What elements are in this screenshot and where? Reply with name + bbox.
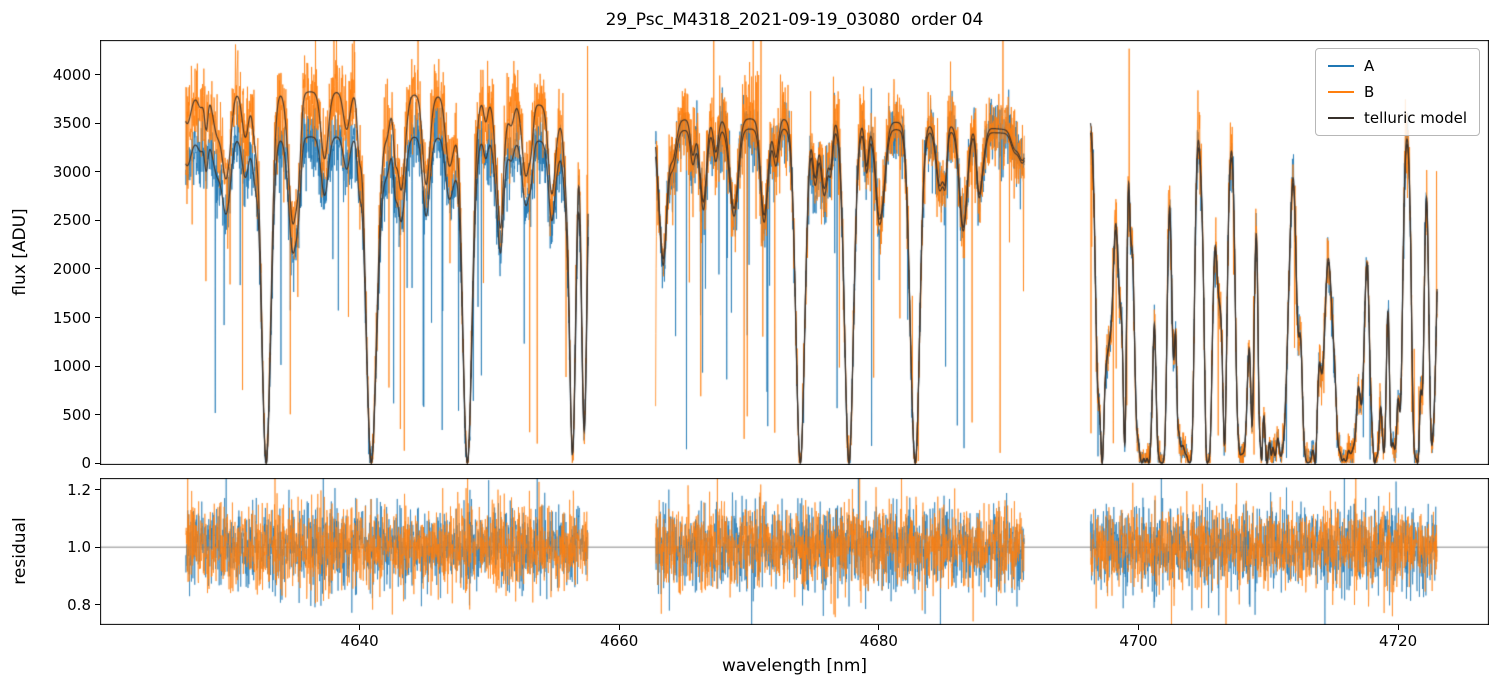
- residual-plot-canvas: [100, 478, 1489, 625]
- legend: A B telluric model: [1314, 48, 1480, 136]
- flux-y-axis-label: flux [ADU]: [10, 208, 30, 296]
- legend-item-a: A: [1327, 57, 1467, 75]
- flux-y-tick-label: 0: [81, 454, 91, 473]
- residual-y-tick-label: 1.0: [67, 538, 91, 557]
- x-tick-label: 4640: [340, 632, 379, 650]
- residual-y-tick-label: 0.8: [67, 595, 91, 614]
- flux-y-tick-label: 2000: [52, 259, 91, 278]
- legend-label-telluric-model: telluric model: [1363, 109, 1467, 127]
- flux-plot-canvas: [100, 40, 1489, 465]
- flux-y-tick-label: 1000: [52, 357, 91, 376]
- legend-swatch-b-line: [1327, 91, 1354, 93]
- x-tick-mark: [618, 625, 620, 630]
- x-tick-mark: [1397, 625, 1399, 630]
- legend-label-a: A: [1363, 57, 1375, 75]
- flux-y-tick-label: 500: [62, 405, 91, 424]
- x-tick-label: 4720: [1379, 632, 1418, 650]
- legend-item-telluric-model: telluric model: [1327, 109, 1467, 127]
- flux-y-tick-label: 4000: [52, 65, 91, 84]
- legend-swatch-a-line: [1327, 65, 1354, 67]
- residual-y-tick-label: 1.2: [67, 480, 91, 499]
- x-tick-mark: [359, 625, 361, 630]
- x-axis-label: wavelength [nm]: [721, 656, 868, 676]
- flux-y-tick-label: 2500: [52, 211, 91, 230]
- x-tick-label: 4700: [1119, 632, 1158, 650]
- flux-panel: A B telluric model: [100, 40, 1489, 465]
- flux-y-tick-label: 1500: [52, 308, 91, 327]
- x-tick-mark: [1138, 625, 1139, 630]
- legend-label-b: B: [1363, 83, 1375, 101]
- flux-y-tick-label: 3000: [52, 162, 91, 181]
- chart-title: 29_Psc_M4318_2021-09-19_03080 order 04: [605, 10, 984, 30]
- legend-item-b: B: [1327, 83, 1467, 101]
- x-tick-label: 4680: [859, 632, 898, 650]
- x-tick-label: 4660: [600, 632, 639, 650]
- x-tick-mark: [878, 625, 880, 630]
- residual-panel: [100, 478, 1489, 625]
- legend-swatch-telluric-line: [1327, 117, 1354, 119]
- residual-y-axis-label: residual: [10, 517, 30, 585]
- flux-y-tick-label: 3500: [52, 114, 91, 133]
